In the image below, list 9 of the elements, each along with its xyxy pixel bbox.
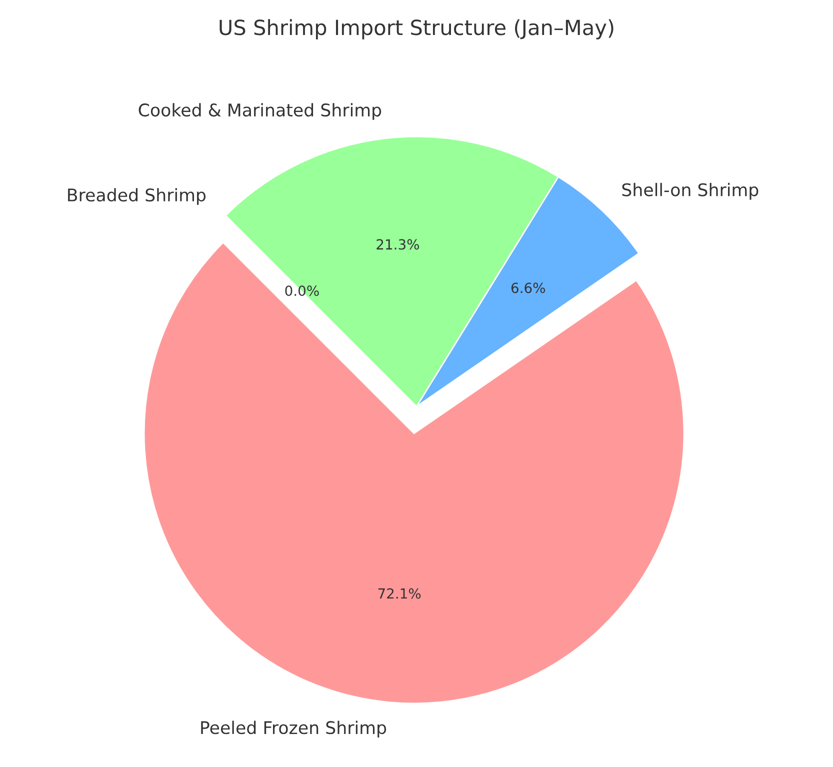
- slice-label: Cooked & Marinated Shrimp: [138, 103, 382, 120]
- category-label: Breaded Shrimp: [68, 188, 206, 205]
- chart-title: US Shrimp Import Structure (Jan–May): [220, 19, 614, 40]
- slice-label: Shell-on Shrimp: [622, 182, 758, 200]
- data-label: 6.6%: [511, 282, 546, 294]
- data-label: 21.3%: [376, 239, 420, 250]
- text: 0.0%: [285, 285, 319, 296]
- data-label: 72.1%: [378, 588, 421, 599]
- slice-label: Peeled Frozen Shrimp: [201, 720, 386, 738]
